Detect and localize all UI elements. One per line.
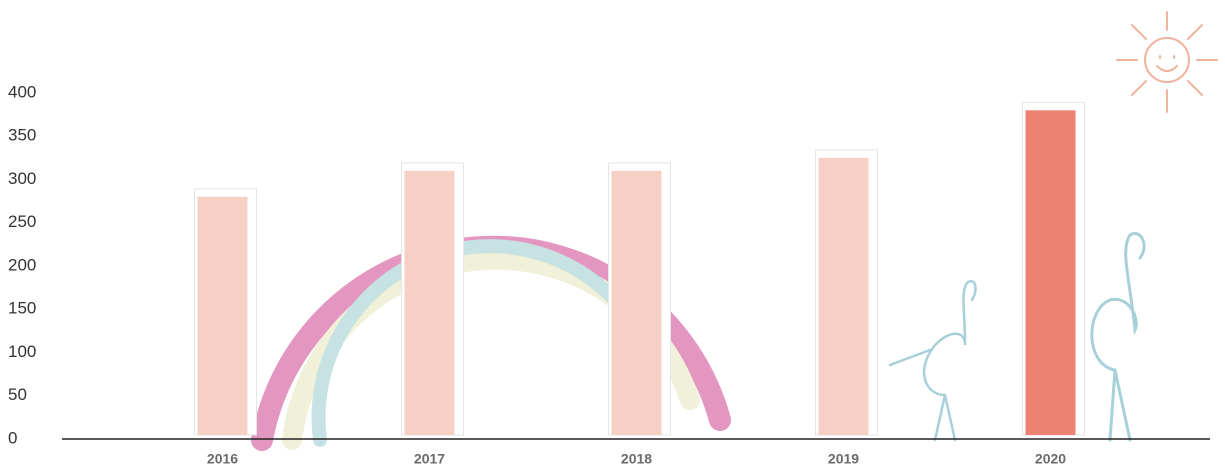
bar	[405, 171, 455, 435]
y-tick-label: 200	[8, 255, 36, 274]
bar	[1026, 110, 1076, 435]
flamingo	[1092, 233, 1144, 440]
y-tick-label: 50	[8, 385, 27, 404]
y-tick-label: 400	[8, 82, 36, 101]
x-tick-label: 2016	[207, 451, 238, 467]
x-tick-label: 2019	[828, 451, 859, 467]
y-tick-label: 0	[8, 428, 17, 447]
y-tick-label: 250	[8, 212, 36, 231]
flamingo	[890, 281, 975, 440]
sun	[1117, 12, 1217, 112]
x-tick-label: 2017	[414, 451, 445, 467]
y-tick-label: 350	[8, 126, 36, 145]
bar	[612, 171, 662, 435]
y-tick-label: 150	[8, 299, 36, 318]
y-tick-label: 100	[8, 342, 36, 361]
chart: 0 50 100 150 200 250 300 350 400 2016 2017 2018 2019…	[0, 0, 1225, 467]
x-tick-label: 2020	[1035, 451, 1066, 467]
bar	[198, 197, 248, 435]
page: {"chart_data": {"type": "bar", "categori…	[0, 0, 1225, 467]
y-tick-label: 300	[8, 169, 36, 188]
x-tick-label: 2018	[621, 451, 652, 467]
bar	[819, 158, 869, 435]
